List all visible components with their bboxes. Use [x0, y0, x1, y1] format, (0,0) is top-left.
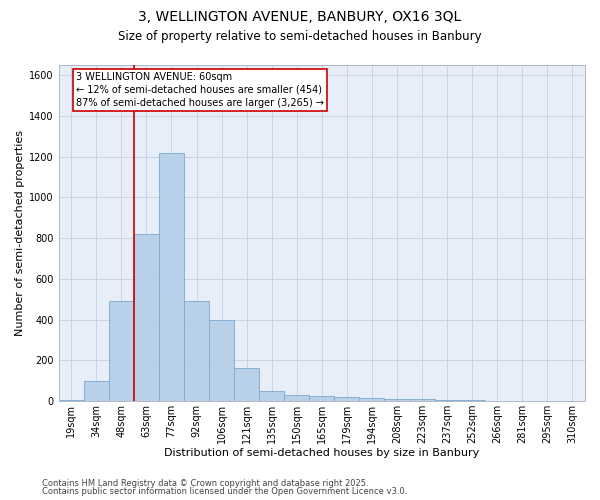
Text: 3 WELLINGTON AVENUE: 60sqm
← 12% of semi-detached houses are smaller (454)
87% o: 3 WELLINGTON AVENUE: 60sqm ← 12% of semi… [76, 72, 324, 108]
Bar [259, 391, 284, 401]
Bar [209, 320, 234, 401]
Bar [59, 400, 84, 401]
Bar [334, 397, 359, 401]
Text: Contains public sector information licensed under the Open Government Licence v3: Contains public sector information licen… [42, 487, 407, 496]
Bar [109, 302, 134, 401]
X-axis label: Distribution of semi-detached houses by size in Banbury: Distribution of semi-detached houses by … [164, 448, 479, 458]
Text: Contains HM Land Registry data © Crown copyright and database right 2025.: Contains HM Land Registry data © Crown c… [42, 478, 368, 488]
Bar [184, 302, 209, 401]
Bar [385, 399, 410, 401]
Bar [434, 400, 460, 401]
Bar [284, 395, 309, 401]
Text: Size of property relative to semi-detached houses in Banbury: Size of property relative to semi-detach… [118, 30, 482, 43]
Bar [410, 400, 434, 401]
Bar [159, 152, 184, 401]
Bar [84, 380, 109, 401]
Bar [460, 400, 485, 401]
Bar [134, 234, 159, 401]
Bar [359, 398, 385, 401]
Bar [234, 368, 259, 401]
Bar [309, 396, 334, 401]
Text: 3, WELLINGTON AVENUE, BANBURY, OX16 3QL: 3, WELLINGTON AVENUE, BANBURY, OX16 3QL [139, 10, 461, 24]
Y-axis label: Number of semi-detached properties: Number of semi-detached properties [15, 130, 25, 336]
